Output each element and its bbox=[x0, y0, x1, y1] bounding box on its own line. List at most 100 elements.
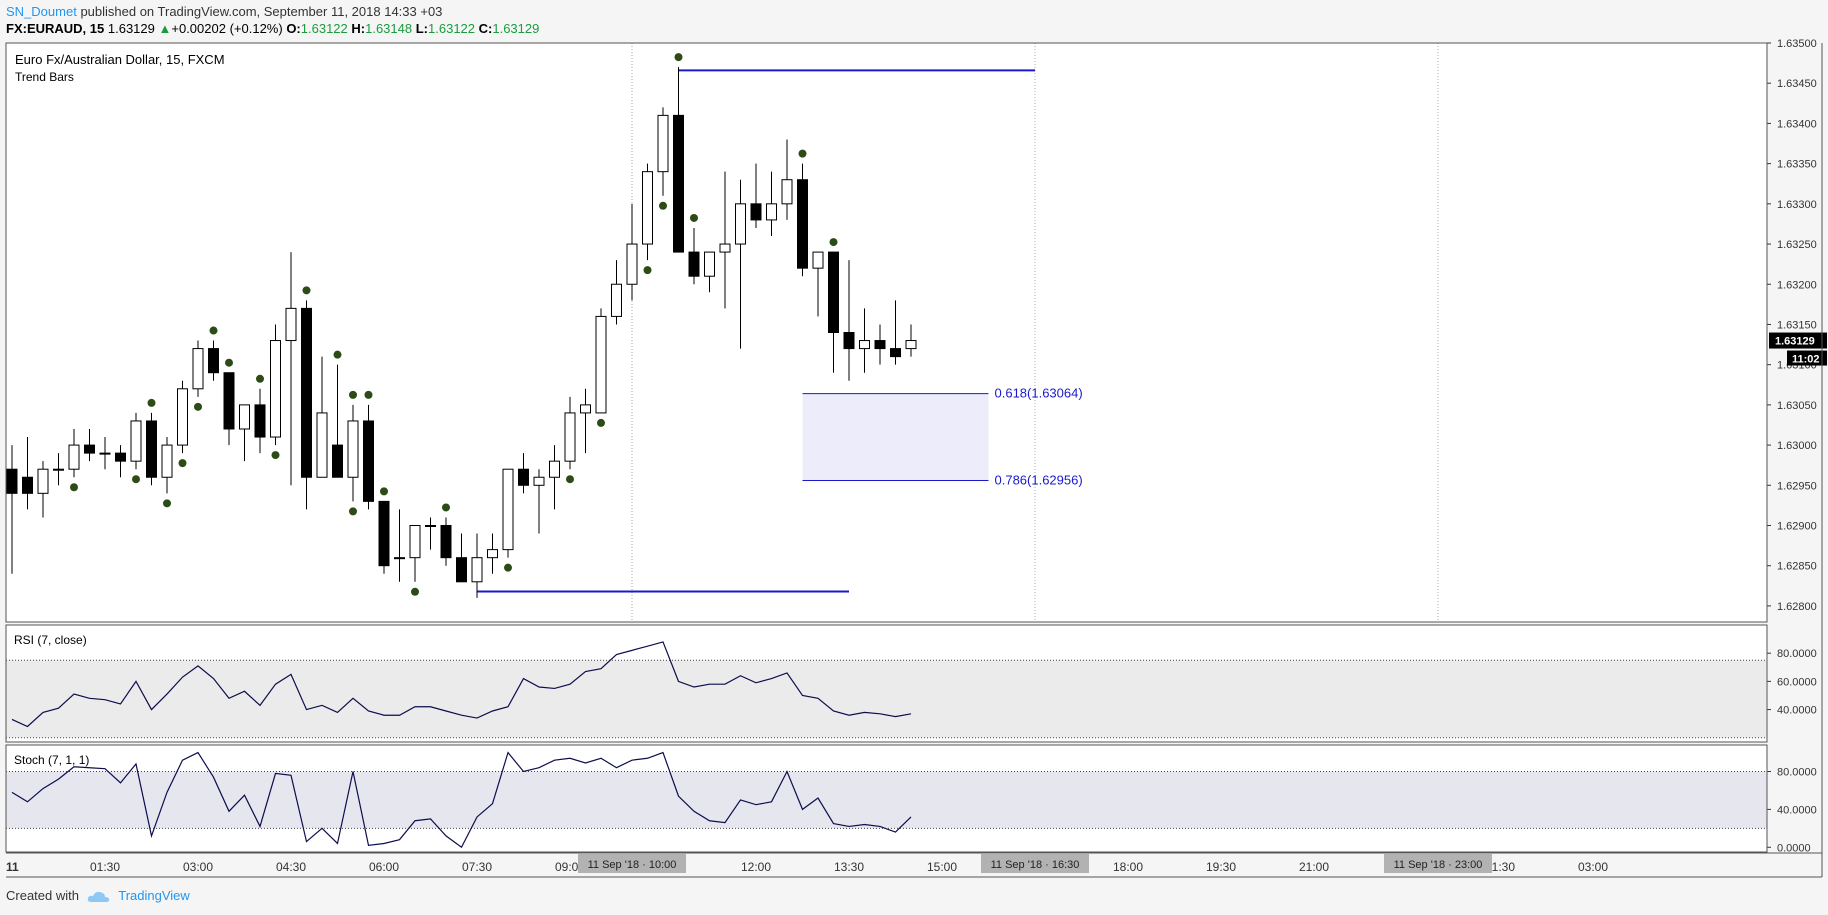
trend-dot bbox=[225, 358, 233, 367]
candle bbox=[208, 340, 219, 381]
trend-dot bbox=[380, 487, 388, 496]
candle bbox=[719, 171, 731, 309]
trend-dot bbox=[256, 374, 264, 383]
y-tick-label: 1.62850 bbox=[1777, 561, 1817, 573]
fib-level-label: 0.786(1.62956) bbox=[995, 472, 1083, 487]
trend-dot bbox=[504, 563, 512, 572]
candle bbox=[766, 171, 777, 236]
candle-body bbox=[161, 444, 173, 478]
candle-body bbox=[301, 307, 312, 478]
fib-zone[interactable] bbox=[802, 393, 989, 481]
candle bbox=[595, 308, 607, 414]
time-tag bbox=[578, 854, 686, 873]
candle-body bbox=[99, 452, 111, 455]
candle bbox=[363, 404, 374, 510]
candle bbox=[239, 404, 250, 462]
candle-body bbox=[37, 468, 49, 494]
candle bbox=[735, 179, 746, 349]
candle-body bbox=[146, 420, 157, 478]
candle bbox=[502, 468, 514, 558]
candle bbox=[115, 445, 126, 478]
rsi-title: RSI (7, close) bbox=[14, 633, 87, 647]
y-tick-label: 40.0000 bbox=[1777, 705, 1817, 717]
candle-body bbox=[409, 525, 421, 559]
candle-body bbox=[471, 557, 483, 583]
trend-dots bbox=[70, 53, 838, 596]
y-tick-label: 1.63250 bbox=[1777, 239, 1817, 251]
chart-title: Euro Fx/Australian Dollar, 15, FXCM bbox=[15, 52, 225, 67]
candle bbox=[580, 388, 591, 454]
y-tick-label: 1.63050 bbox=[1777, 400, 1817, 412]
candle bbox=[564, 396, 576, 470]
time-tag-label: 11 Sep '18 · 23:00 bbox=[1394, 859, 1483, 871]
candle-body bbox=[781, 179, 793, 205]
ohlc-bar: FX:EURAUD, 15 1.63129 ▲+0.00202 (+0.12%)… bbox=[6, 20, 539, 37]
candle-body bbox=[208, 348, 219, 374]
pane-border bbox=[5, 42, 1768, 623]
time-tag bbox=[1384, 854, 1492, 873]
candle bbox=[611, 260, 622, 325]
candle bbox=[223, 372, 235, 446]
y-tick-label: 1.63400 bbox=[1777, 118, 1817, 130]
y-tick-label: 1.63000 bbox=[1777, 440, 1817, 452]
x-tick-label: 01:30 bbox=[1485, 860, 1515, 874]
tradingview-link[interactable]: TradingView bbox=[118, 888, 190, 903]
x-tick-label: 04:30 bbox=[276, 860, 306, 874]
candle bbox=[192, 340, 204, 397]
x-tick-label: 09:00 bbox=[555, 860, 585, 874]
trend-dot bbox=[798, 149, 807, 158]
main-pane-background bbox=[6, 43, 1767, 622]
trend-dot bbox=[132, 475, 140, 484]
candle bbox=[471, 533, 483, 598]
candle-body bbox=[177, 388, 188, 446]
candle-body bbox=[223, 372, 235, 430]
trend-dot bbox=[659, 201, 667, 210]
candle-body bbox=[332, 444, 343, 478]
candle-body bbox=[595, 315, 607, 414]
x-tick-label: 06:00 bbox=[369, 860, 399, 874]
candle bbox=[378, 500, 390, 574]
candle bbox=[657, 107, 669, 196]
trend-dot bbox=[70, 483, 78, 492]
candle-body bbox=[533, 476, 545, 486]
candle-body bbox=[6, 468, 18, 494]
candle bbox=[425, 517, 436, 550]
candle bbox=[6, 445, 18, 574]
x-tick-label: 12:00 bbox=[741, 860, 771, 874]
trend-dot bbox=[829, 238, 838, 247]
x-tick-label: 07:30 bbox=[462, 860, 492, 874]
candle bbox=[347, 404, 359, 502]
horizontal-lines[interactable] bbox=[477, 69, 1035, 593]
trend-dot bbox=[209, 326, 218, 335]
candle-body bbox=[316, 412, 328, 478]
candle-body bbox=[53, 468, 64, 471]
x-tick-label: 01:30 bbox=[90, 860, 120, 874]
candle-body bbox=[874, 340, 886, 350]
candle-body bbox=[68, 444, 80, 470]
y-tick-label: 1.62900 bbox=[1777, 521, 1817, 533]
candle bbox=[626, 203, 638, 301]
y-tick-label: 1.62950 bbox=[1777, 480, 1817, 492]
candle-body bbox=[735, 203, 746, 245]
author-link[interactable]: SN_Doumet bbox=[6, 4, 77, 19]
high-value: 1.63148 bbox=[365, 21, 413, 36]
candle bbox=[22, 437, 33, 510]
x-tick-label: 11 bbox=[6, 860, 19, 874]
trend-dot bbox=[643, 266, 652, 275]
close-label: C: bbox=[478, 21, 493, 36]
grid-lines bbox=[631, 43, 1439, 622]
pane-border bbox=[5, 744, 1768, 853]
candle-body bbox=[347, 420, 359, 478]
fib-retracement[interactable]: 0.618(1.63064) 0.786(1.62956) bbox=[802, 386, 1083, 488]
candle bbox=[301, 300, 312, 510]
candle bbox=[533, 469, 545, 534]
trend-dot bbox=[442, 503, 450, 512]
last-price: 1.63129 bbox=[107, 21, 155, 36]
candle bbox=[704, 251, 715, 293]
low-value: 1.63122 bbox=[428, 21, 476, 36]
published-text: published on TradingView.com, September … bbox=[80, 4, 443, 19]
candle-body bbox=[905, 340, 917, 350]
candle-body bbox=[363, 420, 374, 502]
created-with-text: Created with bbox=[6, 888, 79, 903]
candle bbox=[843, 260, 855, 381]
